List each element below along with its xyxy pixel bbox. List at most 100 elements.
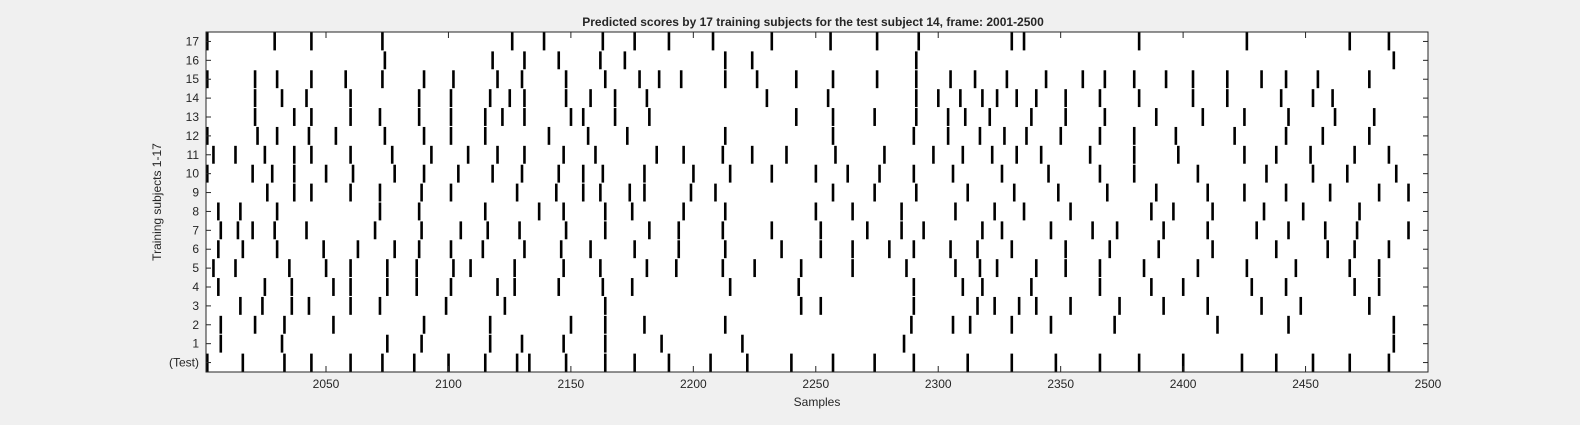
y-tick-label-1: 1 [192, 337, 199, 351]
event-mark-row-4-4 [349, 278, 352, 296]
event-mark-row-10-9 [491, 164, 494, 183]
event-mark-row-8-7 [562, 202, 565, 221]
event-mark-row-4-10 [557, 278, 561, 296]
event-mark-row-4-12 [630, 278, 634, 296]
event-mark-row-16-2 [523, 51, 526, 70]
event-mark-row-0-11 [564, 353, 568, 372]
event-mark-row-10-19 [846, 164, 850, 183]
event-mark-row-16-4 [599, 51, 602, 70]
event-mark-row-4-25 [1377, 278, 1381, 296]
x-tick-label-2200: 2200 [680, 377, 707, 391]
event-mark-row-5-17 [851, 259, 854, 278]
event-mark-row-3-12 [976, 296, 979, 315]
event-mark-row-16-8 [914, 51, 918, 70]
event-mark-row-17-4 [510, 32, 514, 51]
event-mark-row-14-9 [564, 89, 568, 108]
event-mark-row-14-23 [1098, 89, 1102, 108]
event-mark-row-11-7 [430, 145, 433, 164]
event-mark-row-5-7 [452, 259, 455, 278]
event-mark-row-11-32 [1387, 145, 1391, 164]
event-mark-row-2-4 [422, 315, 426, 334]
event-mark-row-9-7 [515, 183, 519, 202]
event-mark-row-13-25 [1201, 108, 1205, 126]
event-mark-row-0-10 [528, 353, 531, 372]
event-mark-row-17-11 [829, 32, 832, 51]
event-mark-row-6-10 [559, 240, 563, 259]
event-mark-row-11-3 [292, 145, 296, 164]
y-tick-label-2: 2 [192, 318, 199, 332]
event-mark-row-1-9 [741, 334, 744, 353]
event-mark-row-8-14 [900, 202, 903, 221]
event-mark-row-0-26 [1181, 353, 1185, 372]
event-mark-row-0-27 [1240, 353, 1244, 372]
event-mark-row-14-20 [1015, 89, 1018, 108]
event-mark-row-14-12 [645, 89, 649, 108]
event-mark-row-0-25 [1137, 353, 1141, 372]
y-tick-label-11: 11 [187, 148, 200, 162]
event-mark-row-1-5 [520, 334, 524, 353]
event-mark-row-9-22 [1154, 183, 1158, 202]
event-mark-row-5-21 [995, 259, 999, 278]
event-mark-row-15-9 [520, 70, 524, 89]
event-mark-row-10-6 [393, 164, 396, 183]
event-mark-row-5-24 [1098, 259, 1102, 278]
event-mark-row-4-14 [797, 278, 801, 296]
event-mark-row-5-18 [905, 259, 908, 278]
event-mark-row-11-2 [263, 145, 267, 164]
event-mark-row-14-16 [937, 89, 940, 108]
event-mark-row-7-9 [518, 221, 521, 240]
event-mark-row-13-27 [1287, 108, 1290, 126]
event-mark-row-17-13 [917, 32, 921, 51]
event-mark-row-10-23 [1000, 164, 1004, 183]
event-mark-row-13-7 [483, 108, 487, 126]
event-mark-row-14-21 [1034, 89, 1038, 108]
event-mark-row-1-1 [280, 334, 284, 353]
event-mark-row-0-23 [1054, 353, 1058, 372]
y-tick-label-12: 12 [186, 129, 200, 143]
event-mark-row-15-4 [344, 70, 347, 89]
event-mark-row-11-13 [655, 145, 658, 164]
event-mark-row-5-20 [978, 259, 982, 278]
y-tick-label-9: 9 [192, 186, 199, 200]
event-mark-row-0-28 [1274, 353, 1278, 372]
event-mark-row-15-10 [564, 70, 568, 89]
event-mark-row-11-5 [349, 145, 352, 164]
event-mark-row-3-14 [1017, 296, 1021, 315]
event-mark-row-15-2 [275, 70, 279, 89]
event-mark-row-8-12 [814, 202, 818, 221]
event-mark-row-0-5 [381, 353, 384, 372]
event-mark-row-3-19 [1206, 296, 1209, 315]
y-axis-label: Training subjects 1-17 [150, 143, 164, 261]
event-mark-row-3-16 [1069, 296, 1072, 315]
event-mark-row-5-0 [212, 259, 215, 278]
event-mark-row-15-13 [657, 70, 661, 89]
event-mark-row-12-4 [334, 126, 338, 145]
event-mark-row-8-15 [954, 202, 957, 221]
event-mark-row-11-8 [466, 145, 470, 164]
event-mark-row-16-0 [383, 51, 387, 70]
event-mark-row-11-19 [883, 145, 886, 164]
event-mark-row-9-16 [873, 183, 876, 202]
event-mark-row-6-28 [1326, 240, 1329, 259]
event-mark-row-4-19 [1098, 278, 1102, 296]
event-mark-row-13-6 [449, 108, 453, 126]
event-mark-row-15-31 [1260, 70, 1263, 89]
event-mark-row-13-13 [648, 108, 651, 126]
event-mark-row-0-9 [515, 353, 519, 372]
event-mark-row-11-30 [1309, 145, 1312, 164]
event-mark-row-9-2 [310, 183, 313, 202]
event-mark-row-8-10 [682, 202, 685, 221]
x-tick-label-2500: 2500 [1415, 377, 1442, 391]
event-mark-row-12-15 [946, 126, 950, 145]
y-tick-label-6: 6 [192, 242, 199, 256]
event-mark-row-8-21 [1211, 202, 1214, 221]
event-mark-row-14-8 [523, 89, 526, 108]
event-mark-row-7-13 [677, 221, 681, 240]
event-mark-row-4-20 [1150, 278, 1153, 296]
event-mark-row-0-7 [447, 353, 450, 372]
event-mark-row-13-8 [501, 108, 504, 126]
event-mark-row-15-22 [973, 70, 977, 89]
event-mark-row-6-29 [1353, 240, 1356, 259]
event-mark-row-12-3 [307, 126, 311, 145]
